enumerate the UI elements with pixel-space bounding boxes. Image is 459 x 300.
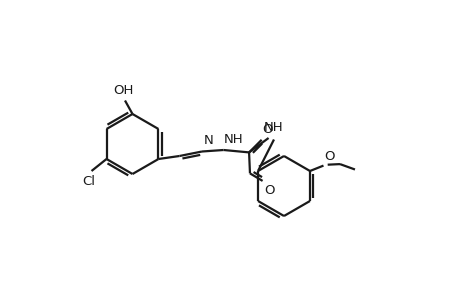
Text: N: N xyxy=(203,134,213,147)
Text: OH: OH xyxy=(113,84,134,97)
Text: NH: NH xyxy=(224,133,243,146)
Text: O: O xyxy=(324,150,334,163)
Text: O: O xyxy=(262,123,273,136)
Text: NH: NH xyxy=(263,122,283,134)
Text: O: O xyxy=(263,184,274,197)
Text: Cl: Cl xyxy=(83,175,95,188)
